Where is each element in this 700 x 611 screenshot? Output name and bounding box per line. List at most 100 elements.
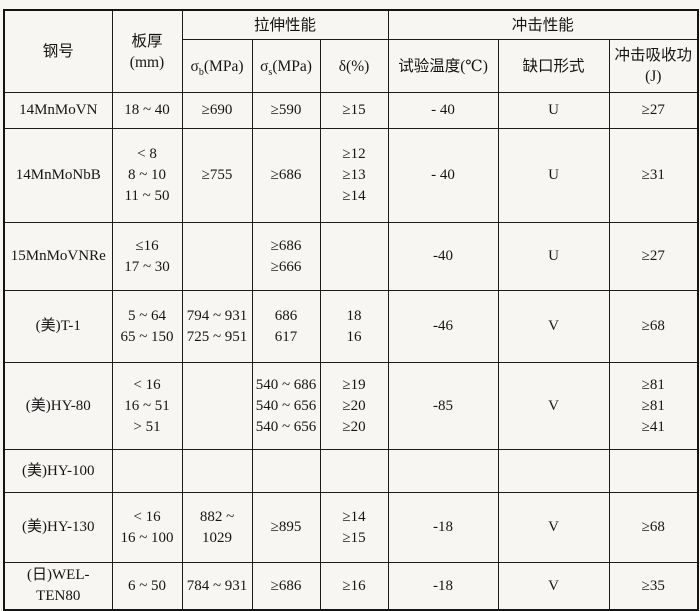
cell-sigma_b: 794 ~ 931 725 ~ 951 (181, 290, 253, 363)
cell-sigma_b: 784 ~ 931 (181, 562, 253, 611)
header-notch-type: 缺口形式 (497, 39, 610, 93)
cell-line: 16 (346, 328, 362, 345)
cell-temp: - 40 (387, 128, 499, 223)
table-row: 15MnMoVNRe ≤16 17 ~ 30 ≥686 ≥666 -40 U ≥27 (3, 222, 699, 291)
cell-line: 18 (346, 307, 362, 324)
cell-delta: ≥16 (319, 562, 389, 611)
cell-sigma_b: 882 ~ 1029 (181, 492, 253, 563)
cell-line: 16 ~ 51 (124, 397, 170, 414)
cell-energy: ≥68 (608, 290, 699, 363)
cell-temp (387, 449, 499, 493)
cell-temp: -18 (387, 492, 499, 563)
cell-energy: ≥31 (608, 128, 699, 223)
cell-delta: 18 16 (319, 290, 389, 363)
scanned-page: 钢号 板厚 (mm) 拉伸性能 冲击性能 σb(MPa) σs(MPa) δ(%… (3, 9, 700, 611)
cell-sigma_s: ≥686 ≥666 (251, 222, 321, 291)
cell-temp: -18 (387, 562, 499, 611)
cell-line: ≥81 (641, 376, 665, 393)
cell-sigma_s (251, 449, 321, 493)
cell-line: ≥15 (342, 529, 366, 546)
cell-grade: (美)HY-130 (3, 492, 113, 563)
cell-line: ≥895 (270, 519, 302, 535)
cell-sigma_s: ≥895 (251, 492, 321, 563)
cell-line: 794 ~ 931 (186, 307, 248, 324)
cell-energy: ≥27 (608, 92, 699, 129)
cell-line: ≥14 (342, 508, 366, 525)
cell-line: 17 ~ 30 (124, 258, 170, 275)
steel-properties-table: 钢号 板厚 (mm) 拉伸性能 冲击性能 σb(MPa) σs(MPa) δ(%… (3, 9, 700, 611)
header-delta: δ(%) (319, 39, 389, 93)
cell-temp: -46 (387, 290, 499, 363)
cell-sigma_b (181, 222, 253, 291)
cell-thickness: < 16 16 ~ 100 (111, 492, 183, 563)
sigma-b-subscript: b (198, 66, 204, 78)
cell-notch: U (497, 92, 610, 129)
header-impact-energy: 冲击吸收功(J) (608, 39, 699, 93)
cell-sigma_s: ≥686 (251, 562, 321, 611)
header-grade: 钢号 (3, 9, 113, 93)
cell-grade: (日)WEL-TEN80 (3, 562, 113, 611)
cell-notch (497, 449, 610, 493)
cell-line: ≥81 (641, 397, 665, 414)
cell-line: ≥27 (641, 102, 665, 118)
cell-sigma_b (181, 362, 253, 450)
table-row: (美)HY-80 < 16 16 ~ 51 > 51 540 ~ 686 540 ~ 65… (3, 362, 699, 450)
cell-line: ≥68 (641, 318, 665, 334)
cell-thickness: ≤16 17 ~ 30 (111, 222, 183, 291)
cell-line: ≥690 (201, 102, 233, 118)
cell-temp: -85 (387, 362, 499, 450)
cell-line: 882 ~ 1029 (199, 508, 235, 546)
table-body: 14MnMoVN 18 ~ 40 ≥690 ≥590 ≥15- 40 U ≥27 14MnMo… (3, 92, 699, 611)
cell-delta: ≥15 (319, 92, 389, 129)
table-row: 14MnMoVN 18 ~ 40 ≥690 ≥590 ≥15 - 40 U ≥27 (3, 92, 699, 129)
cell-line: ≥686 (270, 237, 302, 254)
cell-line: ≥68 (641, 519, 665, 535)
cell-energy: ≥35 (608, 562, 699, 611)
header-tensile-group: 拉伸性能 (181, 9, 389, 40)
cell-thickness: 6 ~ 50 (111, 562, 183, 611)
sigma-s-subscript: s (268, 66, 273, 78)
cell-line: 540 ~ 656 (255, 397, 317, 414)
cell-line: 725 ~ 951 (186, 328, 248, 345)
cell-notch: U (497, 128, 610, 223)
cell-energy: ≥68 (608, 492, 699, 563)
cell-line: ≥755 (201, 167, 233, 183)
sigma-b-unit: (MPa) (203, 57, 244, 75)
header-sigma-s: σs(MPa) (251, 39, 321, 93)
cell-notch: V (497, 562, 610, 611)
cell-sigma_s: ≥686 (251, 128, 321, 223)
cell-line: 5 ~ 64 (127, 307, 167, 324)
cell-line: 6 ~ 50 (127, 577, 167, 594)
cell-line: ≥20 (342, 418, 366, 435)
cell-line: 18 ~ 40 (124, 102, 170, 118)
cell-line: ≥27 (641, 248, 665, 264)
cell-grade: 14MnMoNbB (3, 128, 113, 223)
header-thickness: 板厚 (mm) (111, 9, 183, 93)
cell-energy: ≥81 ≥81 ≥41 (608, 362, 699, 450)
header-thickness-line2: (mm) (129, 53, 165, 71)
cell-sigma_b: ≥690 (181, 92, 253, 129)
cell-thickness: 5 ~ 64 65 ~ 150 (111, 290, 183, 363)
cell-line: 784 ~ 931 (186, 577, 248, 594)
cell-thickness: < 8 8 ~ 10 11 ~ 50 (111, 128, 183, 223)
cell-line: 686 (274, 307, 298, 324)
header-thickness-line1: 板厚 (131, 32, 163, 50)
cell-line: ≥686 (270, 167, 302, 183)
cell-line: ≥41 (641, 418, 665, 435)
cell-line: ≥20 (342, 397, 366, 414)
sigma-b-symbol: σ (190, 57, 199, 75)
table-row: (美)T-1 5 ~ 64 65 ~ 150 794 ~ 931 725 ~ 951 68… (3, 290, 699, 363)
cell-line: ≥35 (641, 577, 665, 594)
cell-line: 65 ~ 150 (120, 328, 174, 345)
cell-line: 617 (274, 328, 298, 345)
cell-temp: -40 (387, 222, 499, 291)
cell-notch: U (497, 222, 610, 291)
cell-line: ≥14 (342, 188, 366, 204)
table-header: 钢号 板厚 (mm) 拉伸性能 冲击性能 σb(MPa) σs(MPa) δ(%… (3, 9, 699, 93)
cell-thickness: 18 ~ 40 (111, 92, 183, 129)
cell-line: ≥666 (270, 258, 302, 275)
cell-notch: V (497, 362, 610, 450)
table-row: (美)HY-130 < 16 16 ~ 100 882 ~ 1029 ≥895 ≥14 ≥1… (3, 492, 699, 563)
cell-line: 540 ~ 686 (255, 376, 317, 393)
cell-line: 16 ~ 100 (120, 529, 174, 546)
